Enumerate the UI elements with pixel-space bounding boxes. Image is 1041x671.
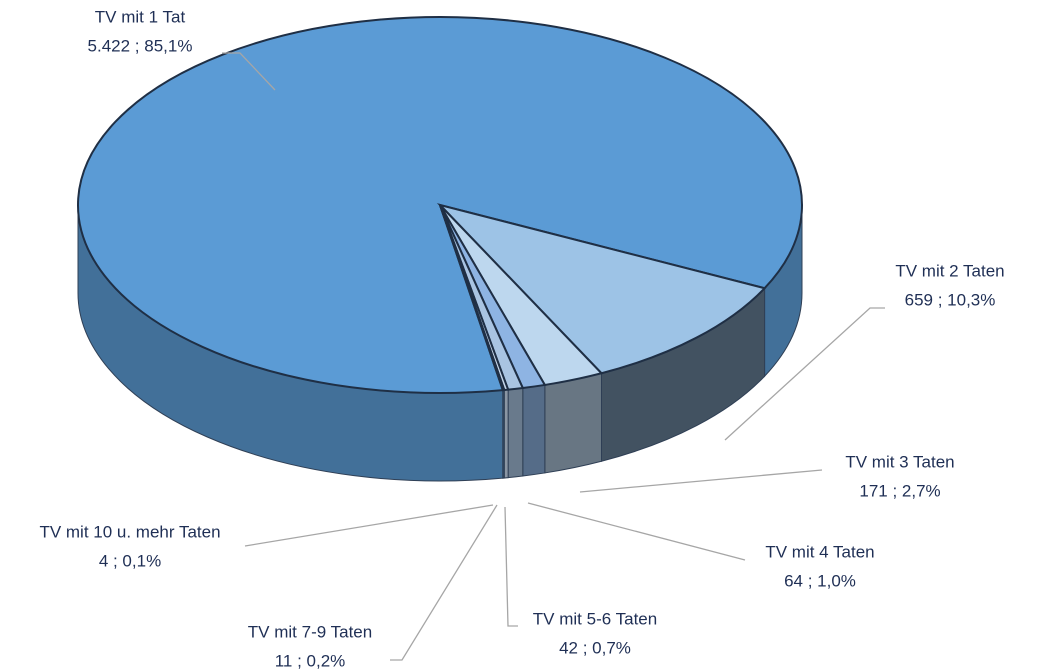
value-label: 4 ; 0,1%: [99, 551, 161, 570]
leader-line: [390, 504, 498, 661]
slice-label: TV mit 5-6 Taten: [533, 609, 657, 628]
value-label: 11 ; 0,2%: [275, 651, 346, 670]
slice-label: TV mit 3 Taten: [845, 452, 954, 471]
slice-side: [503, 389, 509, 479]
slice: [439, 204, 506, 392]
slice-label: TV mit 1 Tat: [95, 7, 186, 26]
slice-label: TV mit 4 Taten: [765, 542, 874, 561]
leader-line: [579, 469, 823, 493]
leader-line: [504, 506, 518, 627]
value-label: 171 ; 2,7%: [859, 481, 940, 500]
slice-label: TV mit 2 Taten: [895, 261, 1004, 280]
value-label: 64 ; 1,0%: [784, 571, 856, 590]
leader-line: [724, 307, 885, 441]
slice-side: [507, 387, 524, 479]
slice-label: TV mit 10 u. mehr Taten: [39, 522, 220, 541]
leader-lines: [222, 52, 885, 661]
leader-line: [244, 504, 494, 547]
leader-line: [222, 52, 276, 91]
slice: [436, 203, 767, 375]
slice-side: [544, 372, 602, 474]
slice-label: TV mit 7-9 Taten: [248, 622, 372, 641]
value-label: 659 ; 10,3%: [905, 290, 996, 309]
labels: TV mit 1 Tat 5.422 ; 85,1% TV mit 2 Taten 6…: [39, 7, 1004, 670]
slice-side: [522, 384, 546, 477]
value-label: 5.422 ; 85,1%: [88, 36, 193, 55]
leader-line: [527, 502, 746, 561]
value-label: 42 ; 0,7%: [559, 638, 631, 657]
slice-side: [502, 389, 505, 479]
pie-tops: [77, 16, 803, 395]
